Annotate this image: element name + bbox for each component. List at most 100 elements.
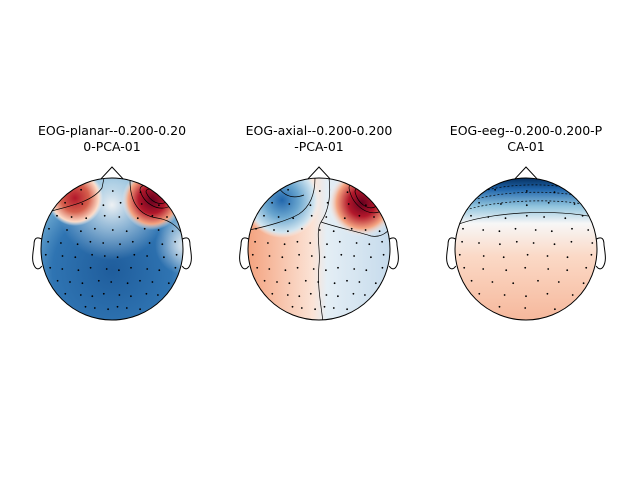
sensor-dot xyxy=(353,255,355,257)
sensor-dot xyxy=(175,253,178,256)
sensor-dot xyxy=(582,282,585,285)
sensor-dot xyxy=(79,294,82,296)
sensor-dot xyxy=(254,240,256,243)
sensor-dot xyxy=(255,227,257,230)
sensor-dot xyxy=(325,216,328,218)
sensor-dot xyxy=(268,255,271,257)
sensor-dot xyxy=(174,240,177,243)
sensor-dot xyxy=(534,229,537,231)
topomap-planar xyxy=(41,178,183,320)
sensor-dot xyxy=(364,294,366,296)
sensor-dot xyxy=(49,266,52,269)
right-ear-outline xyxy=(181,237,192,270)
sensor-dot xyxy=(325,294,328,296)
sensor-dot xyxy=(69,281,71,283)
sensor-dot xyxy=(347,203,350,205)
sensor-dot xyxy=(373,216,375,218)
sensor-dot xyxy=(103,214,106,217)
sensor-dot xyxy=(105,268,108,270)
sensor-dot xyxy=(125,230,128,233)
sensor-dot xyxy=(271,292,274,295)
sensor-dot xyxy=(524,307,527,309)
sensor-dot xyxy=(148,242,151,244)
sensor-dot xyxy=(118,294,121,296)
sensor-dot xyxy=(364,229,367,231)
sensor-dot xyxy=(288,282,291,285)
sensor-dot xyxy=(482,268,485,270)
sensor-dot xyxy=(571,294,574,296)
sensor-dot xyxy=(93,307,96,309)
sensor-dot xyxy=(70,216,73,218)
sensor-dot xyxy=(546,255,549,257)
sensor-dot xyxy=(103,255,106,257)
sensor-dot xyxy=(304,279,307,282)
sensor-dot xyxy=(107,308,109,311)
head-outline xyxy=(239,166,399,321)
sensor-dot xyxy=(332,307,335,309)
sensor-dot xyxy=(368,243,371,246)
sensor-dot xyxy=(157,294,159,296)
sensor-dot xyxy=(286,294,289,296)
sensor-dot xyxy=(74,256,77,259)
field-positive-left xyxy=(47,178,103,226)
sensor-dot xyxy=(573,203,576,205)
sensor-dot xyxy=(514,227,517,230)
sensor-dot xyxy=(317,281,320,283)
sensor-dot xyxy=(151,281,154,283)
sensor-dot xyxy=(157,229,160,231)
sensor-dot xyxy=(171,230,174,233)
sensor-dot xyxy=(309,204,312,207)
sensor-dot xyxy=(352,292,355,295)
sensor-dot xyxy=(337,266,339,269)
sensor-dot xyxy=(482,255,485,257)
sensor-dot xyxy=(301,227,303,230)
sensor-dot xyxy=(505,269,508,272)
sensor-dot xyxy=(139,279,141,282)
title-line-2: CA-01 xyxy=(507,139,545,154)
sensor-dot xyxy=(60,242,62,244)
sensor-dot xyxy=(291,305,294,308)
sensor-dot xyxy=(298,295,301,298)
sensor-dot xyxy=(585,266,588,269)
sensor-dot xyxy=(554,308,556,311)
sensor-dot xyxy=(494,188,496,191)
head-circle xyxy=(454,177,598,321)
sensor-dot xyxy=(140,203,143,205)
sensor-dot xyxy=(80,188,82,191)
sensor-dot xyxy=(309,292,312,295)
sensor-dot xyxy=(458,253,461,256)
sensor-dot xyxy=(296,240,299,243)
sensor-dot xyxy=(547,268,550,270)
negative-contour-lines xyxy=(465,184,589,211)
sensor-dot xyxy=(557,281,560,283)
sensor-dot xyxy=(326,243,328,246)
sensor-dot xyxy=(146,255,149,257)
sensor-dot xyxy=(571,227,573,230)
sensor-dot xyxy=(97,279,100,282)
sensor-dot xyxy=(499,243,501,246)
sensor-dot xyxy=(525,295,527,298)
title-line-1: EOG-eeg--0.200-0.200-P xyxy=(449,123,603,138)
sensor-dot xyxy=(263,214,265,217)
sensor-dot xyxy=(89,266,92,269)
sensor-dot xyxy=(277,216,280,218)
sensor-dot xyxy=(276,281,278,283)
sensor-dot xyxy=(378,230,381,233)
sensor-dot xyxy=(56,279,59,282)
sensor-dot xyxy=(487,216,490,218)
sensor-dot xyxy=(116,305,119,308)
sensor-dot xyxy=(158,269,161,272)
sensor-dot xyxy=(318,229,321,231)
sensor-dot xyxy=(271,201,273,204)
sensor-dot xyxy=(478,292,481,295)
sensor-dot xyxy=(310,214,313,217)
sensor-dot xyxy=(118,269,120,272)
field-negative-left xyxy=(248,178,320,238)
sensor-dot xyxy=(525,214,528,217)
sensor-dot xyxy=(91,295,94,298)
sensor-dot xyxy=(365,204,367,207)
sensor-dot xyxy=(581,214,584,217)
sensor-dot xyxy=(91,253,93,256)
field-base xyxy=(455,178,597,320)
sensor-dot xyxy=(525,204,528,207)
